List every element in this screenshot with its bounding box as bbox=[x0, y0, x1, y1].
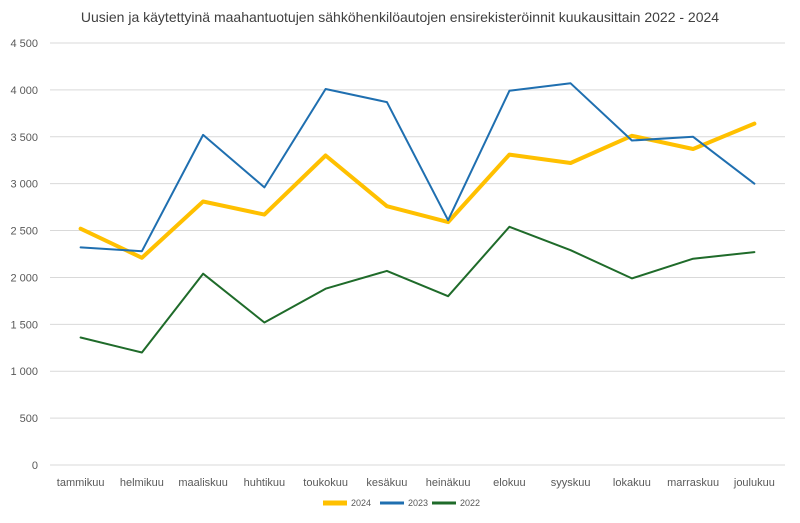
x-tick-label: syyskuu bbox=[551, 477, 591, 489]
y-tick-label: 0 bbox=[32, 460, 38, 472]
x-tick-label: tammikuu bbox=[57, 477, 105, 489]
series-line-2023 bbox=[79, 82, 756, 253]
x-tick-label: elokuu bbox=[493, 477, 525, 489]
legend-label: 2022 bbox=[460, 498, 480, 508]
chart-title: Uusien ja käytettyinä maahantuotujen säh… bbox=[81, 9, 719, 25]
y-tick-label: 3 000 bbox=[10, 179, 38, 191]
legend-label: 2023 bbox=[408, 498, 428, 508]
x-tick-label: huhtikuu bbox=[244, 477, 286, 489]
x-tick-label: maaliskuu bbox=[178, 477, 228, 489]
y-tick-label: 2 500 bbox=[10, 226, 38, 238]
x-tick-label: kesäkuu bbox=[366, 477, 407, 489]
gridlines bbox=[50, 42, 785, 466]
x-tick-label: heinäkuu bbox=[426, 477, 471, 489]
y-tick-label: 1 000 bbox=[10, 366, 38, 378]
x-tick-label: toukokuu bbox=[303, 477, 348, 489]
x-tick-label: marraskuu bbox=[667, 477, 719, 489]
y-tick-label: 2 000 bbox=[10, 272, 38, 284]
legend-label: 2024 bbox=[351, 498, 371, 508]
y-tick-label: 1 500 bbox=[10, 319, 38, 331]
y-tick-label: 500 bbox=[20, 413, 38, 425]
series-line-2024 bbox=[78, 121, 757, 260]
y-tick-label: 4 000 bbox=[10, 85, 38, 97]
y-tick-label: 4 500 bbox=[10, 38, 38, 50]
x-tick-label: lokakuu bbox=[613, 477, 651, 489]
x-axis-ticks: tammikuu helmikuu maaliskuu huhtikuu toukoku… bbox=[57, 477, 775, 489]
x-tick-label: helmikuu bbox=[120, 477, 164, 489]
legend: 2024 2023 2022 bbox=[323, 498, 480, 508]
series-line-2022 bbox=[79, 225, 756, 354]
x-tick-label: joulukuu bbox=[733, 477, 775, 489]
series-lines bbox=[78, 82, 757, 354]
y-tick-label: 3 500 bbox=[10, 132, 38, 144]
y-axis-ticks: 0 500 1 000 1 500 2 000 2 500 3 000 3 500 4 000 4… bbox=[10, 38, 38, 472]
